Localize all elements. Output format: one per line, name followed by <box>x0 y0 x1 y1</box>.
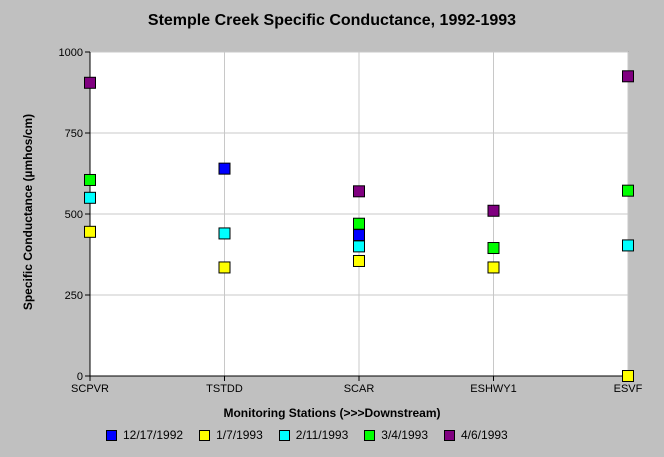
y-axis-ticks: 0 250 500 750 1000 <box>59 47 91 383</box>
data-point-12-17-1992 <box>218 162 231 175</box>
data-point-12-17-1992 <box>353 229 365 242</box>
legend-item: 1/7/1993 <box>199 428 263 442</box>
data-point-4-6-1993 <box>622 70 634 83</box>
data-point-4-6-1993 <box>84 76 96 89</box>
y-tick-label: 500 <box>65 209 83 221</box>
y-tick-label: 750 <box>65 128 83 140</box>
legend: 12/17/1992 1/7/1993 2/11/1993 3/4/1993 4/6/1… <box>106 426 524 444</box>
x-tick-label: ESVF <box>614 383 643 395</box>
y-axis-label: Specific Conductance (µmhos/cm) <box>21 113 35 311</box>
chart-title: Stemple Creek Specific Conductance, 1992… <box>147 12 517 29</box>
data-point-2-11-1993 <box>218 227 231 240</box>
data-point-1-7-1993 <box>218 261 231 274</box>
data-point-3-4-1993 <box>353 217 365 230</box>
x-axis-label: Monitoring Stations (>>>Downstream) <box>223 406 441 420</box>
legend-label: 1/7/1993 <box>216 428 263 442</box>
y-tick-label: 250 <box>65 290 83 302</box>
data-point-1-7-1993 <box>353 254 365 267</box>
data-point-2-11-1993 <box>353 240 365 253</box>
data-point-2-11-1993 <box>84 191 96 204</box>
data-point-1-7-1993 <box>622 370 634 382</box>
data-point-4-6-1993 <box>487 204 500 217</box>
legend-label: 2/11/1993 <box>295 428 349 442</box>
legend-item: 4/6/1993 <box>444 428 508 442</box>
data-point-3-4-1993 <box>487 242 500 255</box>
legend-swatch <box>278 429 290 441</box>
legend-item: 12/17/1992 <box>106 428 183 442</box>
data-point-1-7-1993 <box>487 261 500 274</box>
legend-swatch <box>199 429 211 441</box>
legend-item: 3/4/1993 <box>364 428 428 442</box>
data-point-4-6-1993 <box>353 185 365 198</box>
data-point-3-4-1993 <box>84 173 96 186</box>
legend-swatch <box>364 429 376 441</box>
legend-label: 4/6/1993 <box>461 428 508 442</box>
x-tick-label: ESHWY1 <box>470 383 516 395</box>
y-tick-label: 1000 <box>59 47 83 59</box>
data-point-2-11-1993 <box>622 239 634 252</box>
legend-swatch <box>444 429 455 441</box>
y-tick-label: 0 <box>77 371 83 383</box>
data-point-1-7-1993 <box>84 225 96 238</box>
x-tick-label: TSTDD <box>206 383 243 395</box>
x-axis-ticks: SCPVR TSTDD SCAR ESHWY1 ESVF <box>71 375 643 395</box>
legend-label: 3/4/1993 <box>381 428 428 442</box>
legend-item: 2/11/1993 <box>278 428 349 442</box>
legend-swatch <box>106 429 117 441</box>
x-tick-label: SCPVR <box>71 383 109 395</box>
data-point-3-4-1993 <box>622 184 634 197</box>
data-points <box>84 70 634 382</box>
x-tick-label: SCAR <box>344 383 375 395</box>
legend-label: 12/17/1992 <box>123 428 184 442</box>
